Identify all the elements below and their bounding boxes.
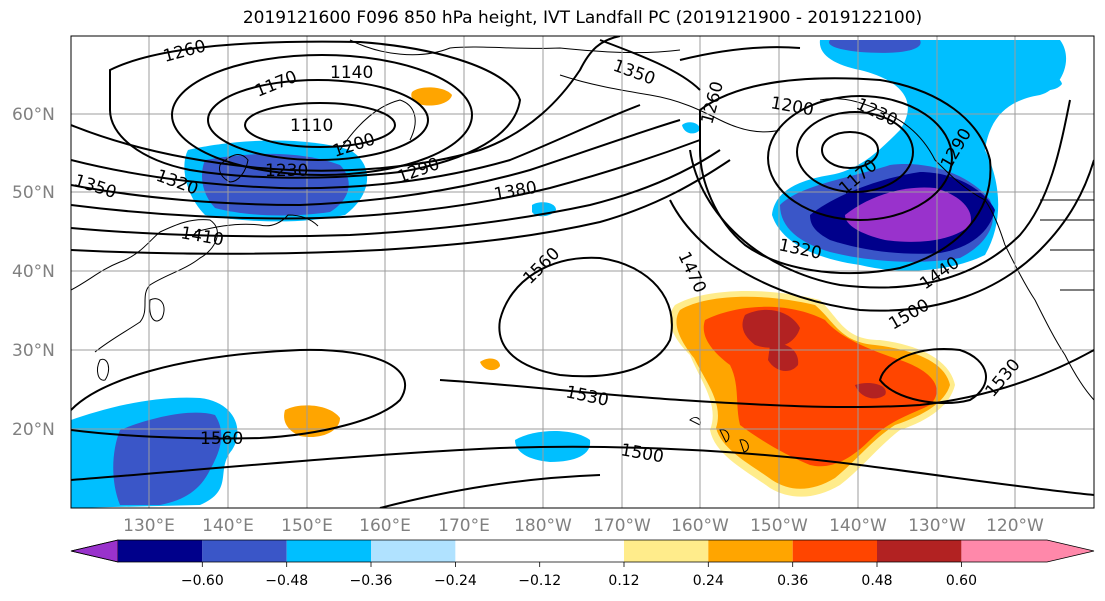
colorbar-swatch (202, 540, 287, 562)
colorbar-swatch (792, 540, 877, 562)
colorbar: −0.60 −0.48 −0.36 −0.24 −0.12 0.12 0.24 … (70, 539, 1095, 589)
map-title: 2019121600 F096 850 hPa height, IVT Land… (242, 8, 923, 28)
colorbar-swatch (286, 540, 371, 562)
contour-label: 1140 (330, 63, 373, 83)
colorbar-swatch (708, 540, 793, 562)
colorbar-tick: 0.36 (777, 573, 808, 589)
colorbar-swatch (455, 540, 624, 562)
map-frame (70, 35, 1095, 509)
lon-label: 130°W (908, 516, 966, 536)
lon-label: 150°E (281, 516, 333, 536)
colorbar-tick: 0.48 (861, 573, 892, 589)
map-panel: 1260 1170 1140 1110 1200 1230 1320 1350 … (71, 36, 1094, 508)
colorbar-tick: −0.36 (350, 573, 393, 589)
latitude-labels: 60°N 50°N 40°N 30°N 20°N (12, 105, 55, 440)
colorbar-tick: 0.60 (946, 573, 977, 589)
lon-label: 130°E (123, 516, 175, 536)
lon-label: 160°E (359, 516, 411, 536)
gridlines (71, 36, 1094, 508)
colorbar-swatch (624, 540, 709, 562)
lon-label: 160°W (671, 516, 729, 536)
colorbar-outline (70, 539, 1095, 563)
colorbar-tick: 0.24 (693, 573, 724, 589)
lon-label: 120°W (986, 516, 1044, 536)
lat-label: 40°N (12, 262, 55, 282)
lat-label: 30°N (12, 341, 55, 361)
lon-label: 140°W (829, 516, 887, 536)
contour-label: 1560 (200, 429, 243, 449)
lat-label: 20°N (12, 420, 55, 440)
lon-label: 170°E (438, 516, 490, 536)
height-contours (71, 36, 1094, 508)
contour-label: 1110 (290, 116, 333, 136)
colorbar-ticks: −0.60 −0.48 −0.36 −0.24 −0.12 0.12 0.24 … (181, 573, 977, 589)
lat-label: 60°N (12, 105, 55, 125)
colorbar-tick: −0.60 (181, 573, 224, 589)
colorbar-swatch (877, 540, 962, 562)
colorbar-tick: 0.12 (608, 573, 639, 589)
colorbar-extend-left (70, 539, 119, 563)
lon-label: 180°W (514, 516, 572, 536)
colorbar-tick: −0.24 (434, 573, 477, 589)
shading-west-pacific (71, 397, 238, 508)
colorbar-swatch (371, 540, 456, 562)
colorbar-tick: −0.12 (518, 573, 561, 589)
colorbar-extend-right (961, 540, 1094, 562)
colorbar-tick: −0.48 (265, 573, 308, 589)
lon-label: 140°E (202, 516, 254, 536)
colorbar-swatch (118, 540, 203, 562)
lon-label: 170°W (593, 516, 651, 536)
lat-label: 50°N (12, 183, 55, 203)
lon-label: 150°W (750, 516, 808, 536)
contour-label: 1230 (265, 161, 308, 181)
longitude-labels: 130°E 140°E 150°E 160°E 170°E 180°W 170°… (123, 516, 1044, 536)
